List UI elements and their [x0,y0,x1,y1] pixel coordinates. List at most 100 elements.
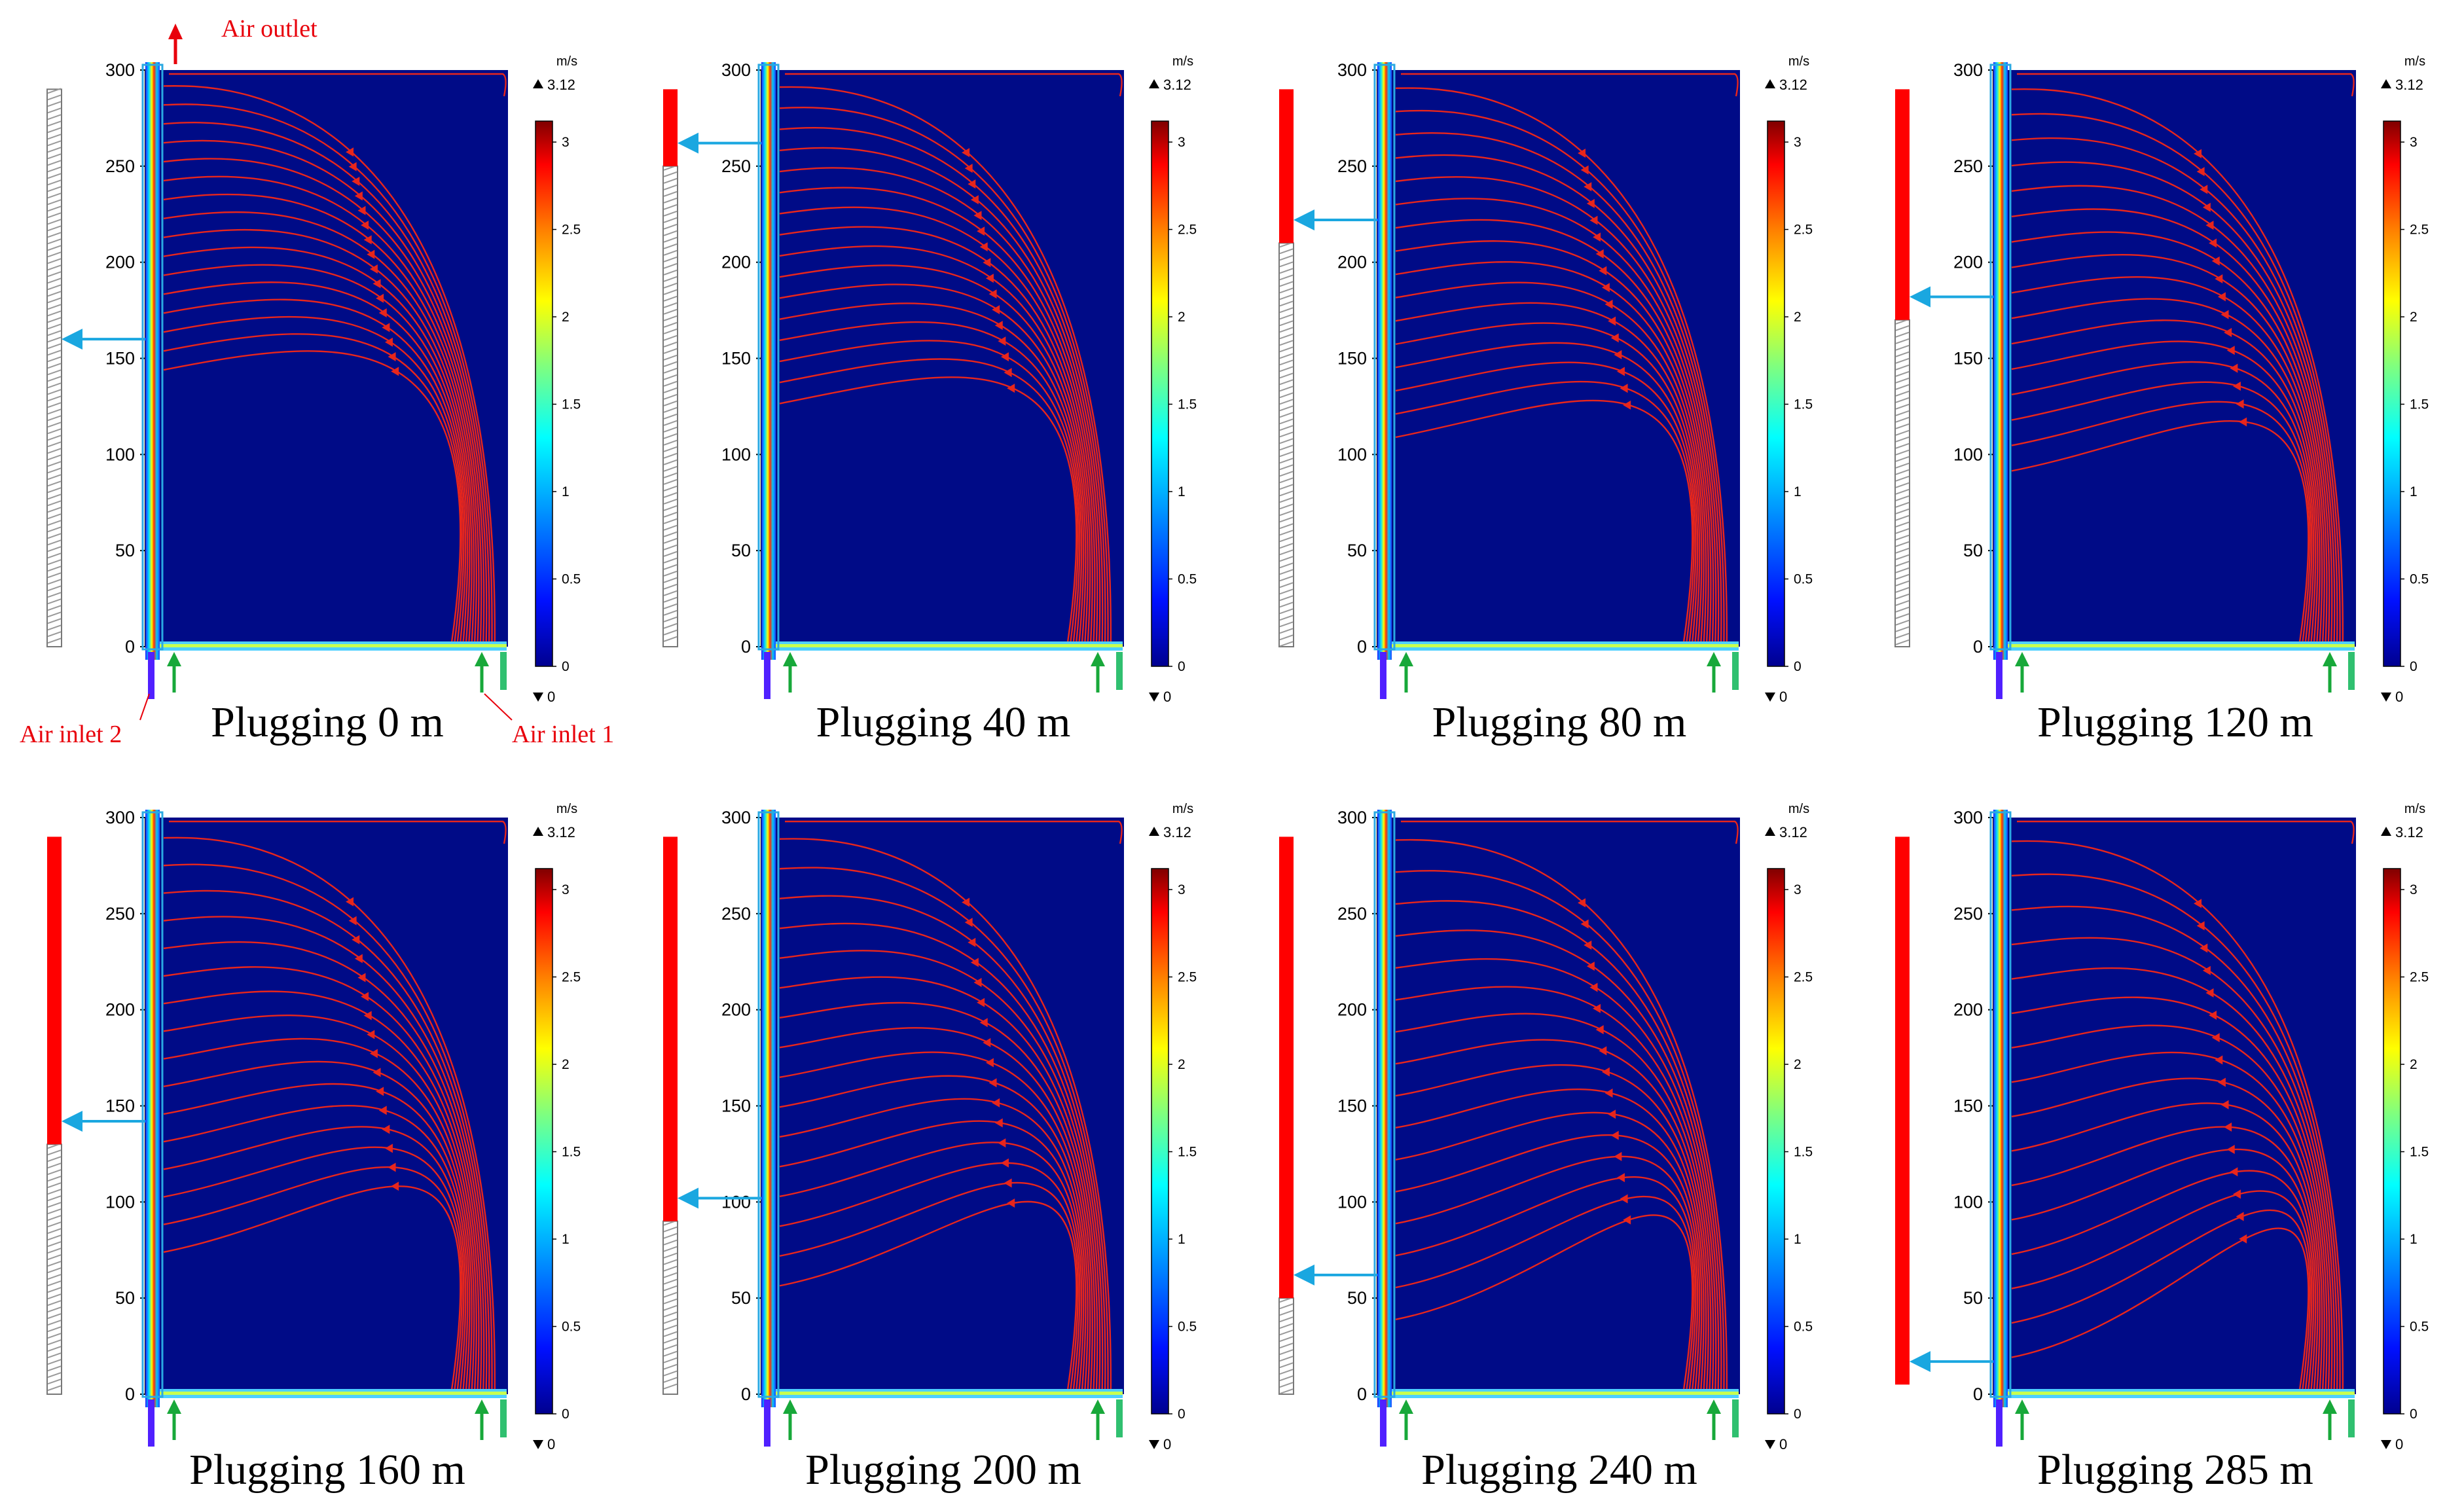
inlet-arrow-2 [2015,652,2029,693]
y-tick-label: 100 [1953,1192,1983,1212]
triangle-down-icon [2381,1440,2391,1449]
inlet-arrow-1 [2323,1399,2337,1440]
colorbar-tick: 0 [562,1407,570,1422]
y-tick-label: 100 [721,444,751,464]
flow-direction-arrowhead [2217,1077,2226,1087]
triangle-down-icon [1149,693,1159,702]
flow-direction-arrowhead [2205,221,2214,230]
triangle-up-icon [1765,827,1775,836]
y-tick-label: 250 [1953,156,1983,176]
flow-direction-arrowhead [1004,1178,1012,1188]
colorbar-tick: 0 [2410,659,2418,674]
plugging-bar [46,88,62,648]
y-axis: 300 250 200 150 100 50 0 [1953,808,1994,1404]
flow-direction-arrowhead [968,179,976,189]
goaf-pipe [1993,62,2008,660]
velocity-field [768,818,1124,1394]
y-tick-label: 0 [741,637,751,657]
inlet-arrow-1 [475,1399,489,1440]
panel-title: Plugging 285 m [2037,1446,2313,1494]
y-tick-label: 50 [731,1288,751,1308]
y-tick-label: 250 [105,156,135,176]
colorbar-tick: 2.5 [562,223,581,238]
y-tick-label: 300 [721,808,751,827]
inlet-arrow-1 [1091,652,1105,693]
flow-direction-arrowhead [2200,185,2208,194]
colorbar-max: 3.12 [1163,824,1191,840]
triangle-down-icon [533,693,543,702]
colorbar: m/s 3.12 3 2.5 2 1.5 1 0.5 00 [1765,802,1813,1452]
colorbar-tick: 0 [2410,1407,2418,1422]
y-tick-label: 0 [125,637,135,657]
flow-direction-arrowhead [1620,384,1628,393]
y-tick-label: 200 [105,1000,135,1020]
colorbar-tick: 0.5 [562,1320,581,1335]
y-tick-label: 300 [1953,60,1983,80]
colorbar-ramp [1151,868,1169,1414]
colorbar-ramp [535,120,553,667]
colorbar-tick: 1 [2410,484,2418,499]
colorbar-tick: 3 [1794,135,1802,150]
colorbar-tick: 0 [1178,659,1186,674]
colorbar-ramp [2383,868,2401,1414]
y-tick-label: 200 [721,1000,751,1020]
flow-direction-arrowhead [382,1125,390,1134]
flow-direction-arrowhead [1000,1158,1009,1168]
flow-direction-arrowhead [348,162,357,171]
plugging-bar [1278,837,1294,1396]
inlet-arrow-2 [167,1399,181,1440]
flow-direction-arrowhead [1620,1194,1628,1204]
flow-direction-arrowhead [2211,256,2220,266]
y-tick-label: 300 [721,60,751,80]
colorbar-tick: 0.5 [2410,1320,2429,1335]
flow-direction-arrowhead [1599,266,1607,276]
flow-direction-arrowhead [988,1078,997,1088]
colorbar-tick: 3 [562,135,570,150]
flow-panel-200: 300250200150100500m/s3.1232.521.510.500P… [662,802,1197,1494]
flow-direction-arrowhead [1614,350,1622,359]
flow-direction-arrowhead [1584,182,1592,192]
streamlines [2011,820,2355,1390]
flow-direction-arrowhead [1623,400,1631,410]
colorbar-min: 0 [2395,689,2403,705]
y-tick-label: 0 [1357,637,1367,657]
colorbar-tick: 2 [2410,310,2418,325]
velocity-field [2000,70,2356,647]
flow-direction-arrowhead [979,242,988,252]
colorbar-tick: 2 [1178,310,1186,325]
inlet-arrow-1 [475,652,489,693]
goaf-pipe [145,810,160,1407]
colorbar-unit: m/s [1788,54,1809,69]
colorbar-max: 3.12 [1779,824,1807,840]
flow-direction-arrowhead [988,289,997,299]
y-tick-label: 250 [721,904,751,924]
flow-direction-arrowhead [2209,238,2217,248]
plugging-bar [1278,89,1294,647]
y-tick-label: 50 [1963,541,1983,560]
colorbar-tick: 1.5 [2410,397,2429,412]
flow-direction-arrowhead [1004,368,1012,378]
inlet-arrow-1 [2323,652,2337,693]
air-inlet-2-label: Air inlet 2 [20,721,122,748]
flow-direction-arrowhead [1610,333,1619,343]
y-tick-label: 100 [105,444,135,464]
flow-direction-arrowhead [1608,1109,1616,1119]
plugging-bar [662,89,678,648]
flow-direction-arrowhead [983,258,991,268]
y-axis: 300 250 200 150 100 50 0 [105,60,146,657]
flow-direction-arrowhead [2217,292,2226,302]
flow-direction-arrowhead [964,164,973,173]
y-axis: 300 250 200 150 100 50 0 [1337,808,1378,1404]
y-tick-label: 0 [741,1384,751,1404]
colorbar-min: 0 [1779,689,1787,705]
colorbar-tick: 2 [562,310,570,325]
flow-direction-arrowhead [2239,417,2247,427]
flow-direction-arrowhead [1623,1215,1631,1225]
flow-direction-arrowhead [1614,1151,1622,1161]
colorbar: m/s 3.12 3 2.5 2 1.5 1 0.5 00 [1149,802,1197,1452]
colorbar-min: 0 [1163,689,1171,705]
outlet-region-box [1989,63,2012,651]
flow-panel-160: 300250200150100500m/s3.1232.521.510.500P… [46,802,581,1494]
flow-direction-arrowhead [348,916,357,926]
colorbar-tick: 1.5 [1794,397,1813,412]
